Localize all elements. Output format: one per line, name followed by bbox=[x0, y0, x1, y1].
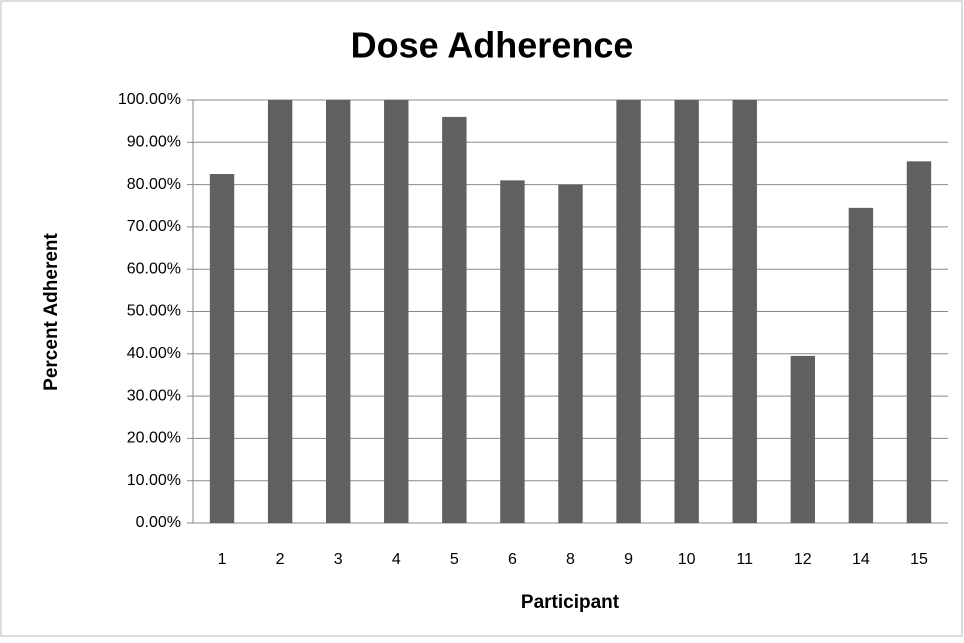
x-tick-label: 2 bbox=[276, 551, 285, 568]
x-tick-label: 5 bbox=[450, 551, 459, 568]
x-tick-label: 15 bbox=[910, 551, 928, 568]
bar bbox=[674, 100, 699, 523]
y-tick-label: 10.00% bbox=[127, 472, 181, 489]
x-tick-label: 14 bbox=[852, 551, 870, 568]
bar bbox=[325, 100, 351, 523]
chart-title: Dose Adherence bbox=[351, 25, 634, 66]
x-tick-label: 10 bbox=[678, 551, 696, 568]
y-tick-label: 60.00% bbox=[127, 260, 181, 277]
y-tick-label: 70.00% bbox=[127, 218, 181, 235]
y-tick-label: 30.00% bbox=[127, 387, 181, 404]
x-tick-label: 11 bbox=[736, 551, 753, 568]
x-tick-label: 9 bbox=[624, 551, 633, 568]
y-axis-label: Percent Adherent bbox=[41, 232, 62, 390]
x-tick-label: 8 bbox=[566, 551, 575, 568]
x-tick-label: 6 bbox=[508, 551, 517, 568]
y-tick-label: 0.00% bbox=[136, 514, 181, 531]
y-tick-label: 80.00% bbox=[127, 176, 181, 193]
bar bbox=[384, 100, 409, 523]
bar bbox=[848, 207, 874, 524]
x-tick-label: 4 bbox=[392, 551, 401, 568]
y-tick-label: 40.00% bbox=[127, 345, 181, 362]
y-tick-label: 100.00% bbox=[118, 91, 181, 108]
x-axis-label: Participant bbox=[521, 592, 620, 613]
x-tick-label: 1 bbox=[218, 551, 227, 568]
bar bbox=[500, 180, 525, 523]
x-tick-label: 3 bbox=[334, 551, 343, 568]
y-tick-label: 90.00% bbox=[127, 134, 181, 151]
bar bbox=[616, 100, 641, 523]
bar bbox=[209, 174, 235, 523]
bar bbox=[558, 184, 583, 523]
y-tick-label: 20.00% bbox=[127, 430, 181, 447]
bar bbox=[267, 100, 293, 523]
bar bbox=[790, 355, 816, 523]
bar bbox=[442, 116, 467, 524]
bar bbox=[732, 100, 757, 523]
x-tick-label: 12 bbox=[794, 551, 812, 568]
bar bbox=[906, 161, 932, 523]
y-tick-label: 50.00% bbox=[127, 303, 181, 320]
